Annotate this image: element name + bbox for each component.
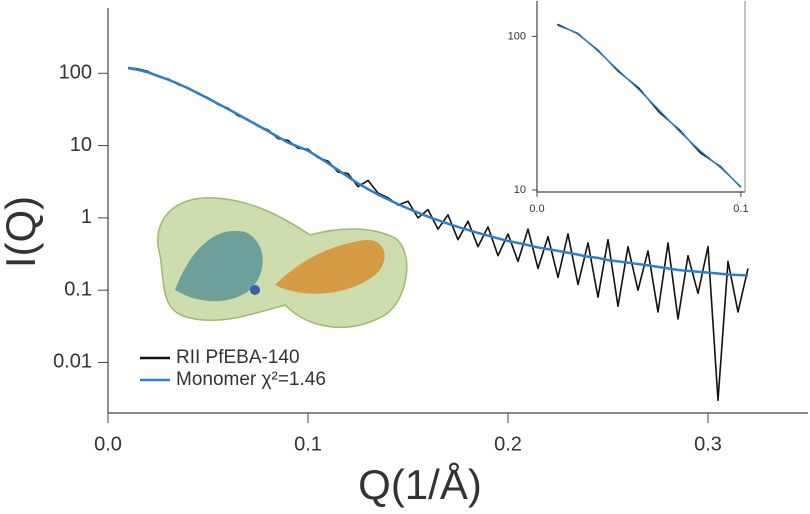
series-line (557, 23, 742, 188)
y-tick-label: 0.1 (64, 278, 92, 300)
y-tick-label: 10 (70, 134, 92, 156)
protein-envelope (157, 197, 408, 328)
y-tick-label: 10 (514, 184, 526, 196)
y-tick-label: 1 (81, 206, 92, 228)
y-tick-label: 0.01 (53, 351, 92, 373)
series-line (127, 66, 749, 277)
x-tick-label: 0.2 (494, 433, 522, 455)
legend-label: Monomer χ²=1.46 (176, 369, 326, 390)
x-tick-label: 0.3 (694, 433, 722, 455)
x-axis-label: Q(1/Å) (358, 461, 482, 508)
legend-label: RII PfEBA-140 (176, 347, 300, 368)
y-tick-label: 100 (508, 30, 526, 42)
y-axis-label: I(Q) (0, 196, 44, 268)
series-line (557, 24, 742, 188)
x-tick-label: 0.1 (733, 203, 748, 215)
y-tick-label: 100 (59, 62, 92, 84)
x-tick-label: 0.0 (94, 433, 122, 455)
x-tick-label: 0.0 (529, 203, 544, 215)
x-tick-label: 0.1 (294, 433, 322, 455)
